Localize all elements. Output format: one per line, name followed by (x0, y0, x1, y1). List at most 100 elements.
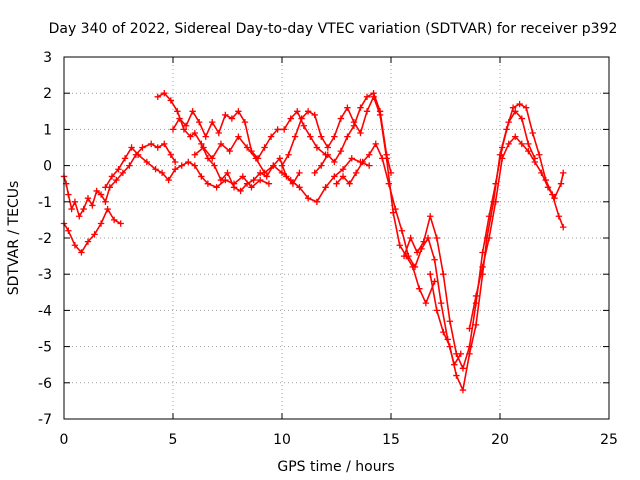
data-point (331, 158, 338, 166)
data-point (453, 372, 460, 379)
data-point (348, 155, 355, 162)
data-point (531, 158, 539, 166)
y-tick-label: 1 (43, 122, 52, 138)
data-point (492, 198, 499, 205)
data-point (261, 169, 268, 177)
data-point (427, 271, 434, 278)
series-line (335, 143, 462, 366)
series-satellite-arc-1 (60, 205, 124, 256)
x-tick-label: 20 (491, 432, 509, 448)
data-point (298, 115, 305, 122)
data-point (65, 227, 72, 234)
data-point (204, 180, 212, 187)
data-point (407, 234, 414, 242)
y-tick-label: -2 (38, 231, 52, 247)
data-point (357, 104, 364, 111)
data-point (110, 216, 118, 224)
data-point (538, 169, 545, 177)
data-point (152, 166, 159, 173)
data-point (357, 129, 364, 137)
data-point (413, 249, 421, 256)
data-point (294, 108, 301, 115)
data-point (411, 263, 419, 271)
data-point (557, 180, 565, 187)
series-satellite-arc-12 (466, 133, 567, 332)
data-point (379, 155, 386, 162)
data-point (237, 187, 244, 195)
data-point (228, 115, 236, 122)
data-point (104, 205, 111, 213)
data-point (91, 231, 98, 238)
data-point (324, 151, 331, 158)
data-point (525, 140, 532, 148)
data-point (148, 140, 155, 148)
data-point (287, 176, 294, 184)
data-point (551, 194, 558, 202)
data-point (171, 158, 179, 166)
data-point (466, 350, 473, 358)
data-point (437, 299, 445, 307)
data-point (211, 162, 218, 169)
series-line (281, 96, 436, 305)
data-point (522, 104, 530, 111)
data-point (352, 169, 360, 177)
data-point (472, 321, 480, 329)
data-point (440, 328, 447, 336)
data-point (68, 205, 75, 213)
series-satellite-arc-8 (311, 90, 395, 177)
data-point (285, 151, 292, 158)
data-point (331, 133, 338, 140)
data-point (440, 271, 447, 278)
y-tick-label: 0 (43, 159, 52, 175)
data-point (529, 129, 536, 137)
data-point (143, 158, 151, 166)
data-point (71, 198, 79, 205)
data-point (108, 173, 116, 180)
data-point (496, 151, 504, 158)
data-point (171, 166, 179, 173)
data-point (389, 209, 397, 216)
data-point (261, 144, 268, 151)
data-point (431, 256, 438, 263)
data-point (235, 108, 242, 115)
data-point (420, 238, 427, 245)
data-point (213, 184, 220, 191)
data-point (257, 176, 264, 184)
x-tick-label: 25 (600, 432, 618, 448)
data-series (60, 90, 567, 394)
data-point (433, 234, 440, 242)
data-point (263, 173, 270, 180)
data-point (274, 126, 281, 133)
y-tick-label: 3 (43, 50, 52, 66)
data-point (344, 133, 351, 140)
data-point (560, 169, 567, 177)
data-point (331, 173, 338, 180)
data-point (117, 220, 124, 227)
series-line (63, 208, 122, 254)
data-point (180, 126, 188, 133)
data-point (113, 176, 120, 184)
data-point (287, 115, 294, 122)
y-axis-label: SDTVAR / TECUs (6, 181, 22, 296)
data-point (241, 118, 249, 126)
data-point (370, 90, 377, 97)
data-point (161, 140, 168, 148)
data-point (398, 227, 406, 234)
data-point (165, 176, 172, 184)
data-point (339, 166, 347, 173)
y-tick-label: -4 (38, 303, 52, 319)
data-point (344, 104, 351, 111)
data-point (276, 155, 284, 162)
series-line (314, 92, 392, 174)
data-point (300, 122, 307, 129)
data-point (339, 173, 347, 180)
data-point (505, 140, 512, 148)
data-point (265, 180, 273, 187)
data-point (446, 318, 454, 325)
data-point (555, 213, 563, 220)
data-point (459, 365, 467, 372)
data-point (385, 180, 393, 187)
data-point (359, 158, 366, 166)
data-point (400, 252, 408, 260)
